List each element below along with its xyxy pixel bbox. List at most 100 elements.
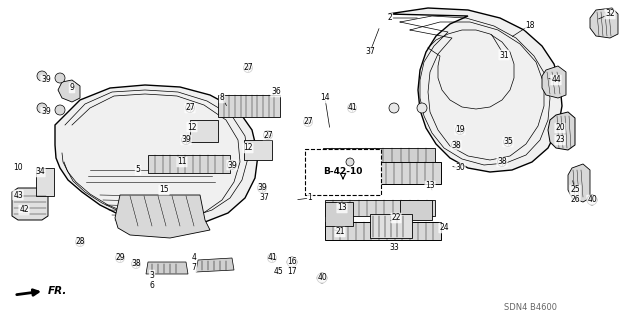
Text: 27: 27 [185,103,195,113]
Circle shape [37,103,47,113]
Text: 20: 20 [555,124,565,132]
Text: 27: 27 [303,117,313,126]
Polygon shape [58,80,80,102]
Text: 38: 38 [451,140,461,149]
Bar [190,120,218,142]
Text: 4: 4 [191,252,196,261]
Text: 21: 21 [335,228,345,236]
Text: 27: 27 [243,63,253,73]
Circle shape [76,237,84,246]
Text: 40: 40 [587,196,597,204]
Polygon shape [542,66,566,98]
Text: 12: 12 [243,143,253,153]
Bar [244,140,272,160]
Circle shape [348,103,356,113]
Text: 16: 16 [287,258,297,267]
Text: 11: 11 [177,157,187,166]
Circle shape [389,103,399,113]
Polygon shape [388,8,562,172]
Circle shape [186,103,195,113]
Circle shape [55,73,65,83]
Text: SDN4 B4600: SDN4 B4600 [504,303,557,313]
Text: 15: 15 [159,186,169,195]
Bar [325,222,441,240]
Circle shape [268,253,276,262]
Bar [148,155,230,173]
Text: 19: 19 [455,125,465,134]
Text: 9: 9 [70,84,74,92]
Text: 37: 37 [365,47,375,57]
Circle shape [115,253,125,262]
Text: 2: 2 [388,13,392,22]
Circle shape [227,161,237,170]
Text: 39: 39 [227,161,237,170]
Text: 32: 32 [605,10,615,19]
Text: B-42-10: B-42-10 [323,167,363,177]
Text: 13: 13 [337,204,347,212]
Circle shape [264,131,273,140]
Text: 36: 36 [271,87,281,97]
Circle shape [587,195,597,205]
Text: 17: 17 [287,268,297,276]
Circle shape [317,273,327,283]
Text: 41: 41 [347,103,357,113]
Text: 31: 31 [499,51,509,60]
Text: 44: 44 [551,76,561,84]
Text: 30: 30 [455,164,465,172]
Bar [325,200,435,216]
Bar [400,200,432,220]
Text: 38: 38 [497,157,507,166]
Text: 39: 39 [181,135,191,145]
Text: 34: 34 [35,167,45,177]
Text: 39: 39 [257,183,267,193]
Circle shape [182,135,191,145]
Bar [218,95,280,117]
Text: 35: 35 [503,138,513,147]
Text: 5: 5 [136,165,140,174]
Text: 37: 37 [259,194,269,203]
Circle shape [504,138,513,147]
Bar [323,148,435,162]
Circle shape [303,117,312,126]
Polygon shape [115,195,210,238]
Text: 10: 10 [13,164,23,172]
Text: 24: 24 [439,223,449,233]
Bar [36,168,54,196]
Polygon shape [55,85,258,226]
Circle shape [346,158,354,166]
Text: 27: 27 [263,131,273,140]
Text: 22: 22 [391,213,401,222]
Polygon shape [146,262,188,274]
Text: 1: 1 [308,194,312,203]
Circle shape [37,71,47,81]
Text: 41: 41 [267,253,277,262]
Text: 43: 43 [13,190,23,199]
Circle shape [287,257,297,267]
Text: 6: 6 [150,281,154,290]
Text: 39: 39 [41,108,51,116]
Polygon shape [590,8,618,38]
Text: 3: 3 [150,270,154,279]
Polygon shape [568,164,590,202]
Polygon shape [12,188,48,220]
Circle shape [417,103,427,113]
Circle shape [131,260,141,268]
Polygon shape [196,258,234,272]
Text: 42: 42 [19,205,29,214]
Bar [370,214,412,238]
Text: 39: 39 [41,76,51,84]
Text: 7: 7 [191,262,196,271]
Text: 28: 28 [76,237,84,246]
Text: 8: 8 [220,93,225,102]
Text: FR.: FR. [48,286,67,296]
Text: 33: 33 [389,244,399,252]
Circle shape [257,183,266,193]
Polygon shape [548,112,575,150]
Circle shape [456,125,465,134]
Text: 18: 18 [525,20,535,29]
Circle shape [243,63,253,73]
Text: 38: 38 [131,260,141,268]
Text: 12: 12 [188,123,196,132]
Text: 23: 23 [555,135,565,145]
Circle shape [451,140,461,149]
